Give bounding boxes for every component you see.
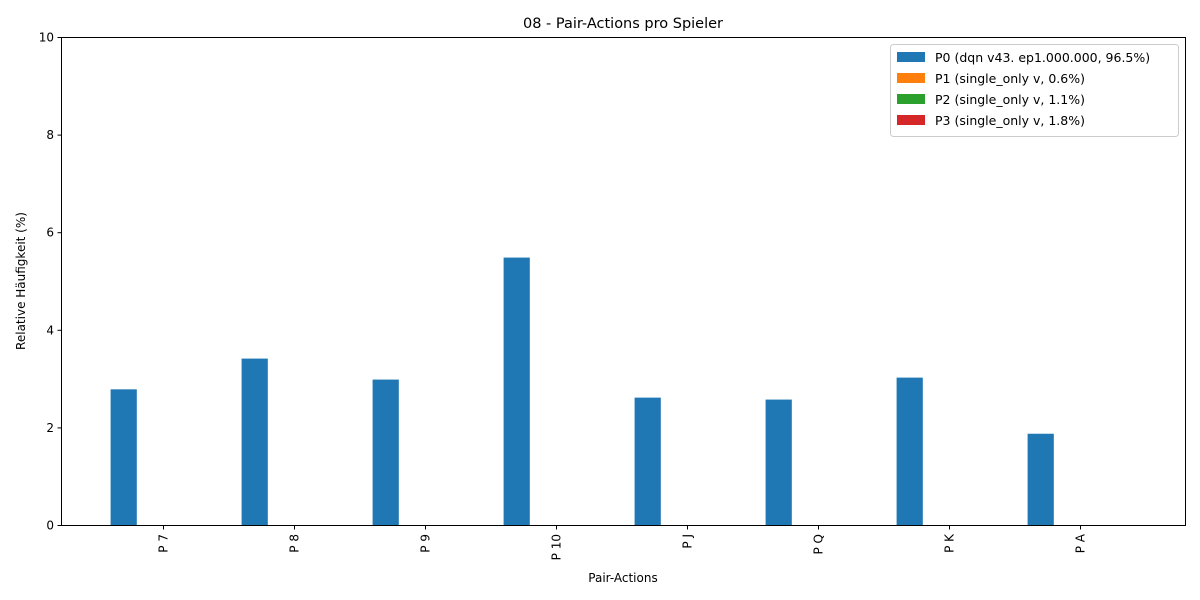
legend-frame	[890, 44, 1179, 137]
bar-0-2	[372, 379, 399, 525]
bar-0-0	[110, 389, 137, 525]
y-tick-label: 10	[39, 31, 54, 45]
bar-0-4	[634, 397, 661, 525]
y-tick-label: 0	[46, 519, 54, 533]
x-axis: P 7 P 8 P 9 P 10 P J P Q P K P A	[157, 525, 1088, 560]
x-axis-title: Pair-Actions	[588, 571, 657, 585]
x-tick-label: P 9	[419, 534, 433, 553]
legend-label: P0 (dqn v43. ep1.000.000, 96.5%)	[935, 50, 1150, 65]
x-tick-label: P K	[943, 533, 957, 553]
x-tick-label: P 10	[550, 534, 564, 560]
bar-0-3	[503, 257, 530, 525]
legend-label: P3 (single_only v, 1.8%)	[935, 113, 1085, 128]
y-tick-label: 6	[46, 226, 54, 240]
legend-label: P2 (single_only v, 1.1%)	[935, 92, 1085, 107]
y-axis-title: Relative Häufigkeit (%)	[14, 212, 28, 350]
y-tick-label: 8	[46, 128, 54, 142]
bar-0-7	[1027, 433, 1054, 525]
bars-layer	[110, 257, 1054, 525]
bar-0-5	[765, 399, 792, 525]
legend-label: P1 (single_only v, 0.6%)	[935, 71, 1085, 86]
x-tick-label: P 8	[288, 534, 302, 553]
x-tick-label: P J	[681, 534, 695, 549]
x-tick-label: P 7	[157, 534, 171, 553]
chart-title: 08 - Pair-Actions pro Spieler	[523, 16, 723, 32]
bar-0-1	[241, 358, 268, 525]
legend-swatch	[897, 94, 925, 104]
legend: P0 (dqn v43. ep1.000.000, 96.5%) P1 (sing…	[890, 44, 1179, 137]
legend-swatch	[897, 115, 925, 125]
y-axis: 0 2 4 6 8 10	[39, 31, 62, 533]
y-tick-label: 4	[46, 323, 54, 337]
x-tick-label: P A	[1074, 533, 1088, 553]
plot-frame	[61, 37, 1186, 526]
legend-swatch	[897, 73, 925, 83]
bar-0-6	[896, 377, 923, 525]
legend-swatch	[897, 52, 925, 62]
y-tick-label: 2	[46, 421, 54, 435]
x-tick-label: P Q	[812, 534, 826, 555]
